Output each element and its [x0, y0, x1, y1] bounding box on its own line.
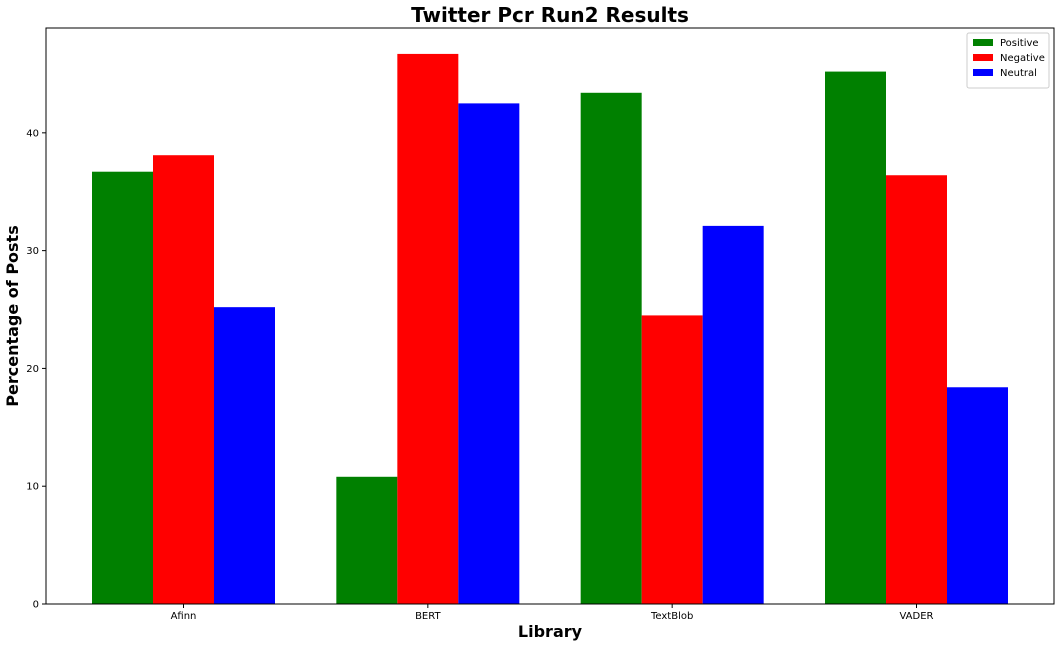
x-tick-label: BERT: [415, 611, 441, 622]
bar-positive-textblob: [580, 92, 642, 604]
legend-label-positive: Positive: [1000, 38, 1039, 49]
bar-positive-vader: [825, 71, 886, 604]
bar-neutral-textblob: [702, 225, 764, 604]
x-tick-label: Afinn: [171, 611, 197, 622]
y-tick-label: 0: [33, 600, 39, 611]
y-axis-label: Percentage of Posts: [3, 225, 22, 406]
bar-positive-afinn: [92, 171, 153, 605]
bar-positive-bert: [336, 476, 398, 604]
x-tick-label: VADER: [899, 611, 933, 622]
x-axis-label: Library: [518, 622, 583, 641]
bar-negative-afinn: [153, 155, 214, 604]
legend-swatch-positive: [973, 39, 993, 46]
plot-frame: [45, 27, 1055, 605]
bar-neutral-afinn: [214, 307, 275, 604]
x-axis: Afinn BERT TextBlob VADER: [171, 604, 934, 622]
legend-swatch-negative: [973, 54, 993, 61]
y-tick-label: 20: [26, 364, 39, 375]
bars-group: [92, 53, 1008, 605]
chart-title: Twitter Pcr Run2 Results: [411, 3, 689, 27]
legend-swatch-neutral: [973, 69, 993, 76]
bar-neutral-bert: [458, 103, 520, 604]
legend-label-neutral: Neutral: [1000, 68, 1037, 79]
y-axis: 0 10 20 30 40: [26, 128, 46, 611]
bar-negative-vader: [886, 175, 947, 604]
bar-negative-bert: [397, 53, 459, 604]
x-tick-label: TextBlob: [650, 611, 693, 622]
y-tick-label: 10: [26, 482, 39, 493]
legend: Positive Negative Neutral: [966, 32, 1050, 89]
y-tick-label: 40: [26, 128, 39, 139]
legend-label-negative: Negative: [1000, 53, 1045, 64]
bar-negative-textblob: [641, 315, 703, 604]
bar-neutral-vader: [947, 387, 1008, 604]
y-tick-label: 30: [26, 246, 39, 257]
